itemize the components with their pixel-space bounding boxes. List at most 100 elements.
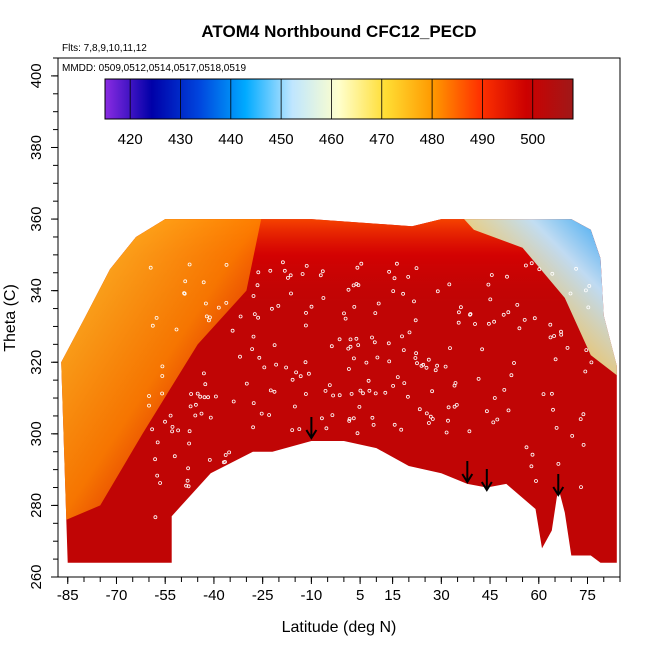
y-tick-label: 320: [28, 350, 45, 375]
sample-point: [392, 422, 397, 427]
sample-point: [448, 346, 452, 351]
y-tick-label: 300: [28, 421, 45, 446]
sample-point: [262, 365, 267, 370]
sample-point: [550, 271, 555, 276]
x-tick-label: -55: [154, 587, 176, 604]
sample-point: [319, 416, 324, 421]
sample-point: [297, 427, 302, 432]
y-tick-label: 360: [28, 207, 45, 232]
sample-point: [189, 392, 194, 396]
plot-frame: [57, 57, 621, 578]
sample-point: [537, 267, 542, 272]
sample-point: [346, 367, 351, 371]
sample-point: [207, 457, 212, 462]
sample-point: [150, 427, 155, 432]
sample-point: [153, 457, 158, 462]
sample-point: [349, 391, 354, 396]
sample-point: [391, 383, 396, 388]
flights-annotation: Flts: 7,8,9,10,11,12: [62, 43, 147, 54]
sample-point: [428, 414, 433, 419]
y-tick-label: 340: [28, 278, 45, 303]
sample-point: [413, 318, 418, 323]
sample-point: [532, 316, 537, 321]
sample-point: [486, 321, 491, 326]
sample-point: [556, 461, 561, 466]
sample-point: [323, 388, 328, 393]
sample-point: [583, 369, 588, 374]
sample-point: [584, 348, 589, 353]
sample-point: [267, 413, 272, 417]
sample-point: [515, 302, 520, 307]
sample-point: [506, 408, 511, 413]
sample-point: [407, 330, 412, 335]
sample-point: [444, 430, 449, 435]
sample-point: [447, 282, 452, 287]
sample-point: [453, 381, 458, 385]
sample-point: [290, 377, 295, 382]
sample-point: [185, 478, 190, 483]
sample-point: [251, 294, 256, 298]
sample-point: [417, 407, 422, 412]
sample-point: [367, 388, 372, 393]
profile-arrow-head: [461, 473, 474, 484]
sample-point: [201, 280, 206, 285]
colorbar-tick-label: 460: [319, 131, 344, 148]
y-tick-label: 260: [28, 564, 45, 589]
sample-point: [505, 274, 509, 279]
colorbar-tick-label: 480: [420, 131, 445, 148]
colorbar-tick-label: 450: [269, 131, 294, 148]
sample-point: [224, 300, 229, 305]
x-axis-label: Latitude (deg N): [282, 619, 397, 636]
sample-point: [579, 485, 583, 490]
sample-point: [337, 337, 342, 342]
sample-point: [292, 404, 297, 409]
sample-point: [268, 388, 273, 393]
sample-point: [272, 389, 277, 394]
sample-point: [443, 364, 448, 369]
profile-arrows: [305, 417, 565, 497]
sample-point: [351, 356, 356, 361]
sample-point: [224, 262, 229, 267]
sample-point: [491, 420, 496, 425]
sample-point: [412, 299, 416, 304]
sample-point: [203, 301, 208, 306]
sample-point: [282, 268, 287, 273]
sample-point: [348, 337, 353, 342]
sample-point: [148, 265, 153, 270]
sample-point: [383, 390, 388, 395]
sample-point: [492, 396, 497, 400]
sample-point: [255, 283, 260, 288]
sample-point: [198, 394, 203, 399]
sample-point: [182, 291, 187, 296]
profile-arrow-head: [552, 486, 565, 497]
colorbar-tick-label: 430: [168, 131, 193, 148]
sample-point: [304, 263, 309, 268]
sample-point: [581, 412, 586, 417]
sample-point: [435, 289, 440, 294]
sample-point: [259, 411, 264, 416]
sample-point: [203, 382, 208, 387]
sample-point: [358, 388, 363, 393]
sample-point: [456, 320, 461, 325]
sample-point: [554, 425, 559, 430]
sample-point: [346, 346, 351, 351]
sample-point: [454, 402, 459, 407]
sample-point: [208, 415, 213, 420]
x-tick-label: -70: [106, 587, 128, 604]
sample-point: [376, 301, 381, 306]
sample-point: [373, 391, 378, 396]
sample-point: [414, 266, 419, 271]
sample-point: [182, 291, 187, 296]
sample-point: [330, 413, 335, 418]
sample-point: [361, 391, 365, 396]
sample-point: [174, 327, 179, 332]
sample-point: [238, 354, 242, 359]
sample-point: [294, 370, 299, 375]
sample-point: [509, 373, 514, 378]
sample-point: [489, 273, 494, 277]
sample-point: [405, 394, 410, 399]
sample-point: [276, 303, 281, 308]
sample-point: [288, 273, 293, 278]
sample-point: [458, 305, 463, 310]
sample-point: [250, 347, 255, 352]
